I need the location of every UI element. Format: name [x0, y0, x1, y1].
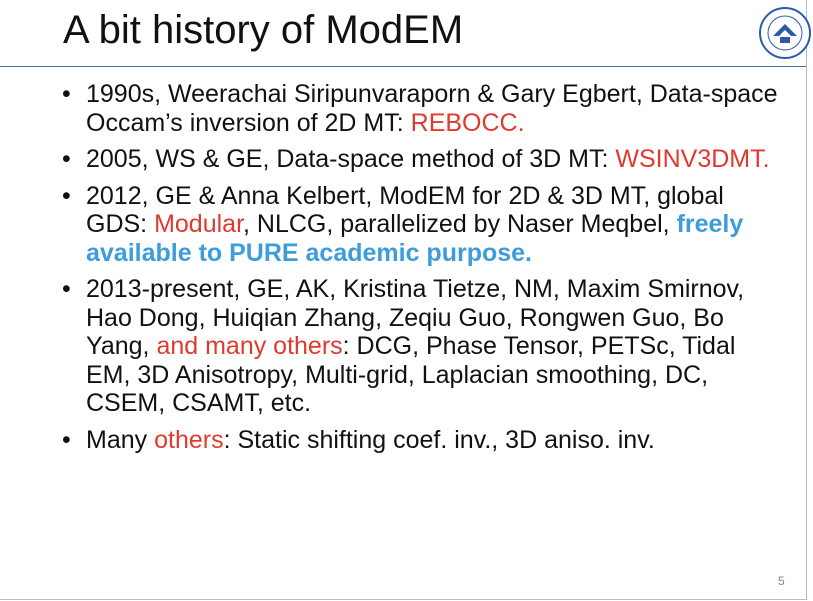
bullet-item: 2005, WS & GE, Data-space method of 3D M…: [58, 145, 778, 174]
highlight-text: freely available to PURE academic purpos…: [86, 210, 744, 267]
bullet-text: 2013-present, GE, AK, Kristina Tietze, N…: [86, 275, 745, 360]
bullet-item: 2013-present, GE, AK, Kristina Tietze, N…: [58, 275, 778, 418]
university-logo: [759, 7, 811, 59]
highlight-text: others: [154, 425, 224, 454]
highlight-text: and many others: [156, 332, 343, 360]
slide-title: A bit history of ModEM: [63, 8, 464, 52]
title-rule: [0, 66, 806, 67]
bullet-text: 1990s, Weerachai Siripunvaraporn & Gary …: [86, 80, 778, 137]
bullet-text: 2012, GE & Anna Kelbert, ModEM for 2D & …: [86, 181, 724, 239]
highlight-text: WSINV3DMT.: [615, 145, 770, 173]
bullet-text: : Static shifting coef. inv., 3D aniso. …: [223, 425, 655, 454]
bullet-item: 2012, GE & Anna Kelbert, ModEM for 2D & …: [58, 182, 778, 268]
bullet-item: Many others: Static shifting coef. inv.,…: [58, 426, 778, 455]
highlight-text: Modular: [154, 210, 244, 238]
bullet-item: 1990s, Weerachai Siripunvaraporn & Gary …: [58, 80, 778, 137]
page-number: 5: [778, 574, 785, 588]
bullet-list: 1990s, Weerachai Siripunvaraporn & Gary …: [58, 80, 778, 462]
bullet-text: Many: [86, 425, 155, 454]
bullet-text: , NLCG, parallelized by Naser Meqbel,: [243, 210, 677, 238]
bullet-text: 2005, WS & GE, Data-space method of 3D M…: [86, 145, 616, 173]
highlight-text: REBOCC.: [410, 108, 525, 137]
bullet-text: : DCG, Phase Tensor, PETSc, Tidal EM, 3D…: [86, 332, 736, 417]
